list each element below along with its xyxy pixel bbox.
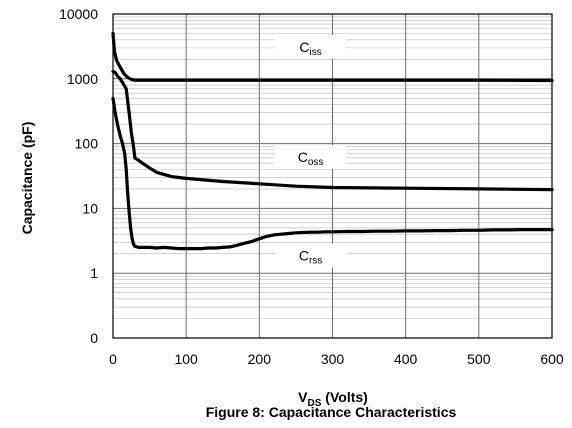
y-tick-labels: 0 1 10 100 1000 10000 (59, 6, 98, 346)
series-label-text: Crss (299, 248, 322, 267)
x-axis-label: VDS (Volts) (298, 389, 368, 409)
plot-area (112, 13, 553, 339)
x-tick-label: 0 (109, 351, 117, 367)
x-tick-label: 600 (540, 351, 564, 367)
y-axis-label: Capacitance (pF) (19, 122, 35, 235)
x-tick-label: 100 (174, 351, 198, 367)
series-layer (111, 31, 554, 251)
series-label-background (274, 144, 347, 169)
series-label-coss: Coss (274, 144, 347, 169)
series-label-background (274, 243, 347, 268)
series-label-text: Coss (298, 149, 324, 168)
y-tick-label: 100 (75, 136, 99, 152)
series-line-coss (111, 69, 554, 192)
x-tick-label: 200 (248, 351, 272, 367)
y-tick-label: 1000 (67, 71, 98, 87)
y-tick-label: 0 (90, 330, 98, 346)
x-tick-label: 300 (321, 351, 345, 367)
series-label-text: Ciss (299, 39, 321, 58)
series-label-crss: Crss (274, 243, 347, 268)
plot-frame (112, 13, 553, 339)
y-tick-label: 1 (90, 265, 98, 281)
series-line-crss (111, 96, 554, 251)
x-axis-label-subscript: DS (308, 398, 322, 409)
x-tick-label: 400 (394, 351, 418, 367)
figure-caption: Figure 8: Capacitance Characteristics (206, 404, 457, 420)
x-axis-label-suffix: (Volts) (321, 389, 367, 405)
series-label-background (274, 34, 347, 59)
y-tick-label: 10000 (59, 6, 98, 22)
y-tick-label: 10 (82, 200, 98, 216)
series-label-ciss: Ciss (274, 34, 347, 59)
x-axis-label-main: V (298, 389, 308, 405)
x-tick-label: 500 (467, 351, 491, 367)
x-tick-labels: 0 100 200 300 400 500 600 (109, 351, 564, 367)
series-line-ciss (111, 31, 554, 83)
series-labels: Ciss Coss Crss (274, 34, 347, 268)
